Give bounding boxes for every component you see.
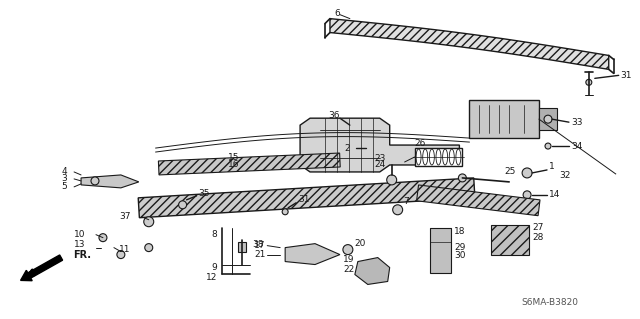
Text: 11: 11 xyxy=(119,245,131,254)
Text: FR.: FR. xyxy=(73,249,91,260)
Text: 9: 9 xyxy=(212,263,218,272)
Bar xyxy=(539,108,557,130)
Polygon shape xyxy=(330,19,609,70)
Text: 29: 29 xyxy=(454,243,466,252)
Text: 15: 15 xyxy=(228,152,240,161)
Text: S6MA-B3820: S6MA-B3820 xyxy=(522,298,579,307)
Text: 1: 1 xyxy=(549,162,555,172)
Text: 34: 34 xyxy=(571,142,582,151)
Bar xyxy=(492,225,529,255)
Text: 37: 37 xyxy=(119,212,131,221)
Ellipse shape xyxy=(545,143,551,149)
Text: 8: 8 xyxy=(212,230,218,239)
Text: 38: 38 xyxy=(252,240,264,249)
Ellipse shape xyxy=(523,191,531,199)
Ellipse shape xyxy=(99,234,107,241)
Polygon shape xyxy=(300,118,460,172)
Ellipse shape xyxy=(522,168,532,178)
Text: 21: 21 xyxy=(254,250,265,259)
Text: 5: 5 xyxy=(61,182,67,191)
Text: 22: 22 xyxy=(344,265,355,274)
Ellipse shape xyxy=(458,174,467,182)
Text: 2: 2 xyxy=(344,144,349,152)
Bar xyxy=(415,148,462,166)
Text: 31: 31 xyxy=(621,71,632,80)
Ellipse shape xyxy=(350,125,360,135)
Text: 19: 19 xyxy=(343,255,355,264)
FancyArrow shape xyxy=(20,255,63,281)
Text: 3: 3 xyxy=(61,174,67,183)
Text: 4: 4 xyxy=(61,167,67,176)
Text: 10: 10 xyxy=(74,230,85,239)
Polygon shape xyxy=(417,185,540,216)
Ellipse shape xyxy=(144,217,154,227)
Ellipse shape xyxy=(343,245,353,255)
Text: 30: 30 xyxy=(454,251,466,260)
Ellipse shape xyxy=(393,205,403,215)
Text: 24: 24 xyxy=(375,160,386,169)
Text: 36: 36 xyxy=(328,111,339,120)
Text: 31: 31 xyxy=(298,195,310,204)
Polygon shape xyxy=(138,178,475,218)
Bar xyxy=(429,228,451,272)
Text: 16: 16 xyxy=(228,160,240,169)
Ellipse shape xyxy=(179,201,187,209)
Ellipse shape xyxy=(366,144,374,152)
Ellipse shape xyxy=(91,177,99,185)
Text: 28: 28 xyxy=(532,233,543,242)
Ellipse shape xyxy=(387,175,397,185)
Text: 12: 12 xyxy=(206,273,218,282)
Text: 23: 23 xyxy=(375,153,386,162)
Text: 35: 35 xyxy=(198,189,210,198)
Text: 27: 27 xyxy=(532,223,543,232)
Text: 13: 13 xyxy=(74,240,85,249)
Text: 17: 17 xyxy=(253,241,265,250)
Text: 14: 14 xyxy=(549,190,561,199)
Bar xyxy=(238,241,246,252)
Text: 32: 32 xyxy=(559,171,570,181)
Polygon shape xyxy=(285,244,340,264)
Text: 20: 20 xyxy=(355,239,366,248)
Ellipse shape xyxy=(544,115,552,123)
Bar xyxy=(469,100,539,138)
Text: 18: 18 xyxy=(454,227,466,236)
Polygon shape xyxy=(158,153,340,175)
Text: 25: 25 xyxy=(504,167,516,176)
Polygon shape xyxy=(81,175,139,188)
Ellipse shape xyxy=(586,79,592,85)
Ellipse shape xyxy=(145,244,153,252)
Text: 33: 33 xyxy=(571,118,582,127)
Text: 26: 26 xyxy=(415,138,426,148)
Polygon shape xyxy=(355,257,390,285)
Text: 7: 7 xyxy=(404,197,410,206)
Text: 6: 6 xyxy=(334,9,340,18)
Ellipse shape xyxy=(282,209,288,215)
Ellipse shape xyxy=(117,251,125,259)
